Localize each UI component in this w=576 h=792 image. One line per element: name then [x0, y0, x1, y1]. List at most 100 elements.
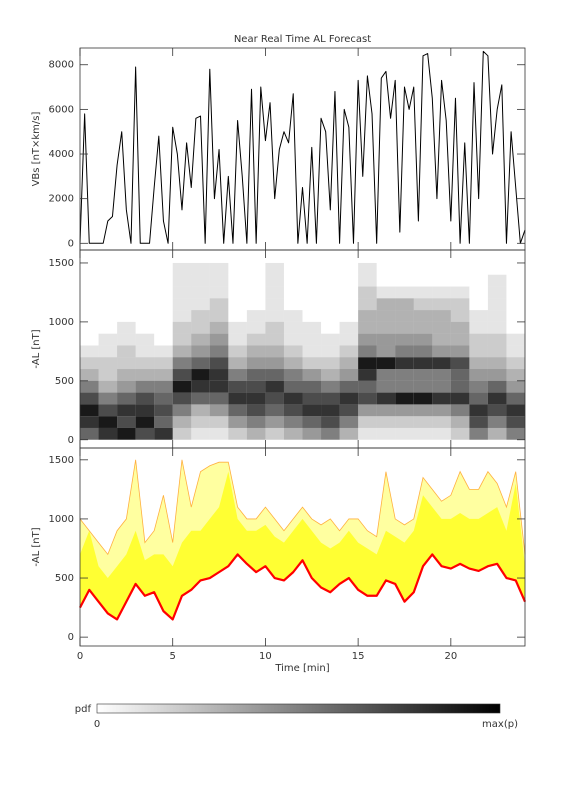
colorbar-label: pdf: [75, 704, 92, 715]
heatmap-cell: [451, 263, 470, 275]
heatmap-cell: [340, 298, 359, 310]
heatmap-cell: [321, 275, 340, 287]
heatmap-cell: [228, 263, 247, 275]
heatmap-cell: [432, 263, 451, 275]
heatmap-cell: [376, 404, 396, 417]
heatmap-cell: [376, 286, 396, 299]
heatmap-cell: [302, 369, 322, 381]
x-tick-label: 5: [170, 651, 176, 662]
heatmap-cell: [302, 345, 322, 358]
heatmap-cell: [395, 345, 414, 358]
heatmap-cell: [172, 392, 192, 405]
heatmap-cell: [395, 275, 414, 287]
heatmap-cell: [321, 310, 340, 322]
heatmap-cell: [246, 321, 266, 334]
heatmap-cell: [98, 392, 118, 405]
heatmap-cell: [265, 298, 284, 311]
heatmap-cell: [376, 333, 396, 346]
heatmap-cell: [209, 286, 229, 299]
heatmap-cell: [358, 262, 377, 275]
heatmap-cell: [80, 380, 99, 393]
heatmap-cell: [173, 251, 192, 263]
heatmap-cell: [413, 427, 433, 440]
heatmap-cell: [321, 287, 340, 299]
heatmap-cell: [358, 369, 377, 381]
heatmap-cell: [321, 322, 340, 334]
y-tick-label: 1000: [49, 514, 74, 525]
colorbar-max-label: max(p): [482, 719, 518, 730]
y-tick-label: 2000: [49, 194, 74, 205]
heatmap-cell: [209, 274, 229, 287]
heatmap-cell: [340, 263, 359, 275]
heatmap-cell: [469, 275, 488, 287]
heatmap-cell: [469, 345, 488, 358]
heatmap-cell: [228, 392, 247, 405]
heatmap-cell: [303, 251, 322, 263]
heatmap-cell: [80, 310, 99, 322]
heatmap-cell: [265, 369, 284, 381]
heatmap-cell: [358, 345, 377, 358]
x-tick-label: 0: [77, 651, 83, 662]
heatmap-cell: [340, 251, 359, 263]
heatmap-cell: [358, 416, 377, 428]
heatmap-cell: [191, 262, 210, 275]
heatmap-cell: [506, 416, 525, 428]
y-tick-label: 500: [55, 573, 74, 584]
heatmap-cell: [117, 333, 136, 346]
heatmap-cell: [172, 333, 192, 346]
heatmap-cell: [413, 357, 433, 370]
heatmap-cell: [450, 333, 470, 346]
heatmap-cell: [80, 357, 99, 370]
heatmap-cell: [265, 380, 284, 393]
heatmap-cell: [265, 427, 284, 440]
heatmap-cell: [506, 427, 525, 440]
heatmap-cell: [321, 369, 340, 381]
heatmap-cell: [284, 287, 303, 299]
heatmap-cell: [191, 404, 210, 417]
heatmap-cell: [283, 310, 303, 322]
heatmap-cell: [506, 345, 525, 358]
y-tick-label: 0: [68, 238, 74, 249]
heatmap-cell: [376, 427, 396, 440]
heatmap-cell: [247, 263, 266, 275]
heatmap-cell: [80, 345, 99, 358]
heatmap-cell: [209, 427, 229, 440]
heatmap-cell: [209, 404, 229, 417]
heatmap-cell: [154, 380, 173, 393]
heatmap-cell: [469, 263, 488, 275]
heatmap-cell: [487, 416, 507, 428]
heatmap-cell: [469, 357, 488, 370]
y-tick-label: 0: [68, 435, 74, 446]
heatmap-cell: [135, 345, 155, 358]
heatmap-cell: [135, 392, 155, 405]
heatmap-cell: [302, 321, 322, 334]
y-tick-label: 1500: [49, 258, 74, 269]
heatmap-cell: [228, 298, 247, 310]
heatmap-cell: [191, 380, 210, 393]
heatmap-cell: [154, 287, 173, 299]
heatmap-cell: [265, 392, 284, 405]
heatmap-cell: [283, 427, 303, 440]
heatmap-cell: [117, 380, 136, 393]
heatmap-cell: [376, 392, 396, 405]
heatmap-cell: [191, 333, 210, 346]
heatmap-cell: [172, 357, 192, 370]
heatmap-cell: [487, 392, 507, 405]
heatmap-cell: [413, 310, 433, 322]
heatmap-cell: [117, 287, 136, 299]
heatmap-cell: [413, 369, 433, 381]
heatmap-cell: [450, 298, 470, 311]
heatmap-cell: [487, 357, 507, 370]
heatmap-cell: [247, 298, 266, 310]
y-tick-label: 1500: [49, 455, 74, 466]
heatmap-cell: [228, 380, 247, 393]
heatmap-cell: [98, 404, 118, 417]
heatmap-cell: [117, 310, 136, 322]
heatmap-cell: [395, 404, 414, 417]
heatmap-cell: [302, 333, 322, 346]
heatmap-cell: [395, 298, 414, 311]
floor-mask: [80, 554, 525, 646]
heatmap-cell: [228, 333, 247, 346]
heatmap-cell: [395, 380, 414, 393]
heatmap-cell: [209, 380, 229, 393]
